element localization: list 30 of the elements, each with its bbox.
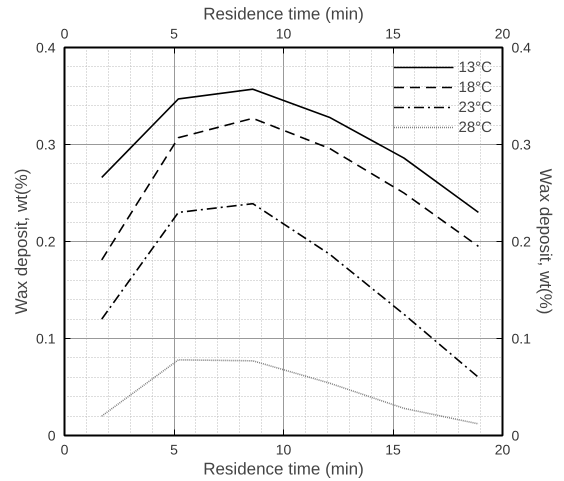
y-tick-label: 0.1 <box>36 330 56 346</box>
x2-tick-label: 0 <box>60 442 69 458</box>
legend-label: 13°C <box>458 58 492 76</box>
y2-tick-label: 0.2 <box>512 234 532 250</box>
y2-tick-label: 0.4 <box>512 40 532 56</box>
x2-tick-label: 5 <box>170 442 178 458</box>
y-tick-label: 0.4 <box>36 40 56 56</box>
x2-axis-title: Residence time (min) <box>203 4 364 24</box>
line-series <box>100 202 480 378</box>
y2-tick-label: 0.3 <box>512 136 532 152</box>
y-tick-label: 0.3 <box>36 136 56 152</box>
x-axis-title: Residence time (min) <box>203 460 364 478</box>
legend-label: 28°C <box>458 118 492 136</box>
legend-label: 23°C <box>458 98 492 116</box>
x2-tick-label: 10 <box>276 442 292 458</box>
x-tick-label: 20 <box>494 26 510 42</box>
y-tick-label: 0 <box>48 428 56 444</box>
y-tick-label: 0.2 <box>36 234 56 250</box>
y2-axis-title: Wax deposit, wt(%) <box>536 168 555 314</box>
legend-label: 18°C <box>458 78 492 96</box>
x-tick-label: 10 <box>276 26 292 42</box>
y-axis-title: Wax deposit, wt(%) <box>12 168 32 314</box>
x2-tick-label: 15 <box>385 442 401 458</box>
y2-tick-label: 0.1 <box>512 330 532 346</box>
line-series <box>100 359 480 425</box>
x2-tick-label: 20 <box>494 442 510 458</box>
x-tick-label: 0 <box>60 26 69 42</box>
x-tick-label: 5 <box>170 26 178 42</box>
x-tick-label: 15 <box>385 26 401 42</box>
y2-tick-label: 0 <box>512 428 520 444</box>
